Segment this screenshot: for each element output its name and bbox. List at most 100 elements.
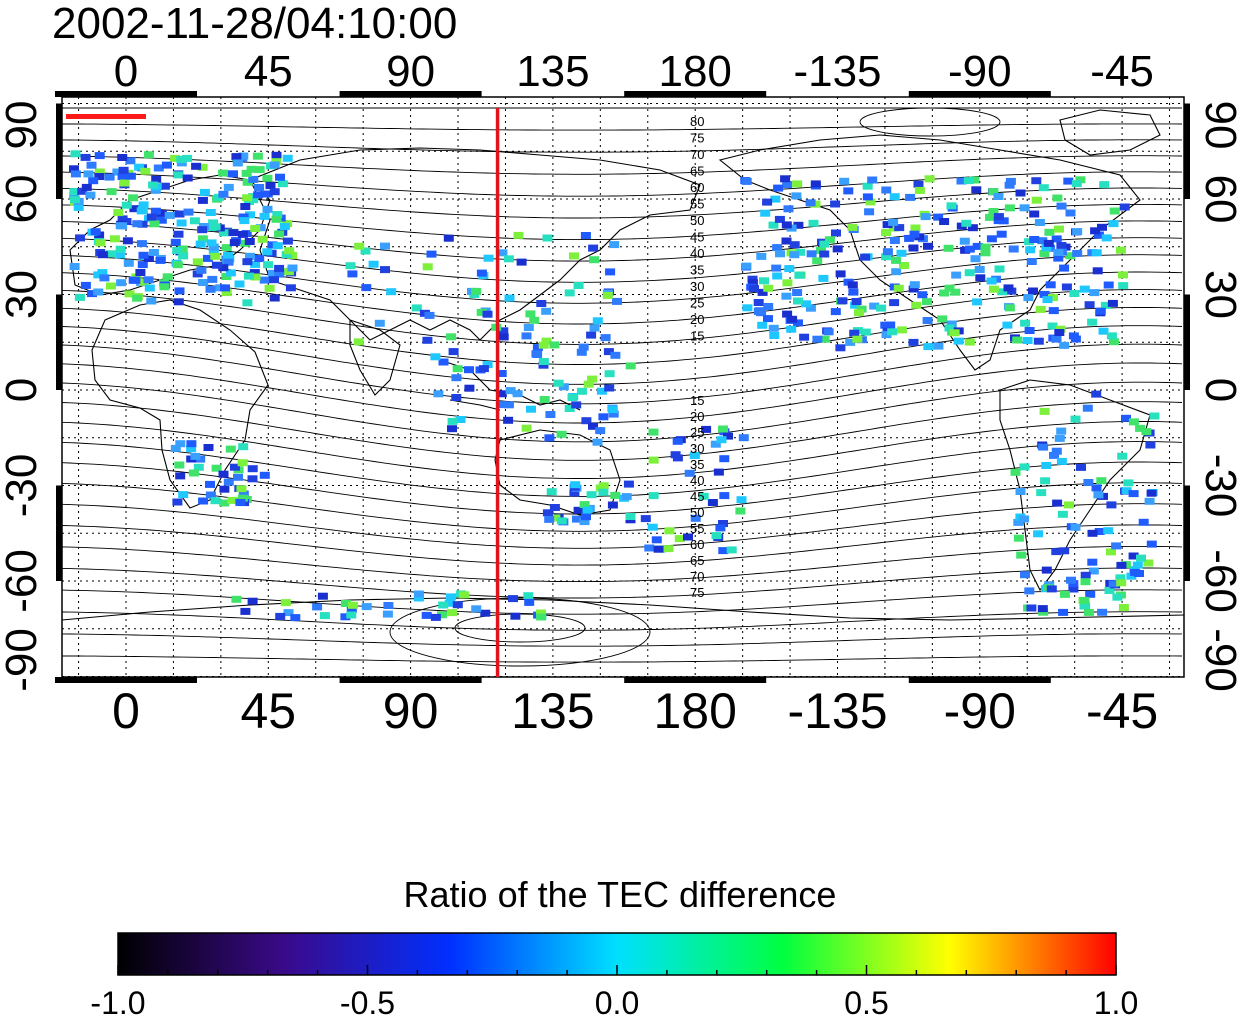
data-pixel <box>573 282 584 289</box>
data-pixel <box>1023 294 1034 302</box>
data-pixel <box>598 488 609 496</box>
data-pixel <box>170 444 181 452</box>
data-pixel <box>894 224 905 232</box>
data-pixel <box>1038 608 1049 616</box>
data-pixel <box>283 268 294 276</box>
contour-label: 45 <box>690 489 704 504</box>
data-pixel <box>246 165 257 173</box>
data-pixel <box>192 258 203 266</box>
data-pixel <box>196 266 207 274</box>
data-pixel <box>1031 196 1042 204</box>
data-pixel <box>862 193 873 201</box>
lon-tick-label-top: -135 <box>793 47 881 96</box>
data-pixel <box>683 533 693 541</box>
data-pixel <box>770 195 781 203</box>
data-pixel <box>1087 558 1098 566</box>
lat-labels-right: 90 60 30 0 -30 -60 -90 <box>1196 101 1240 692</box>
data-pixel <box>1096 477 1107 485</box>
data-pixel <box>757 321 768 329</box>
data-pixel <box>186 445 197 453</box>
data-pixel <box>672 437 683 445</box>
data-pixel <box>455 416 466 423</box>
data-pixel <box>95 239 106 247</box>
data-pixel <box>197 226 208 234</box>
data-pixel <box>199 188 210 196</box>
data-pixel <box>1037 237 1048 245</box>
data-pixel <box>1108 338 1119 346</box>
data-pixel <box>588 244 599 252</box>
contour-label: 55 <box>690 197 704 212</box>
data-pixel <box>1126 572 1137 580</box>
data-pixel <box>707 499 718 506</box>
data-pixel <box>218 169 229 177</box>
data-pixel <box>1108 580 1119 588</box>
data-pixel <box>205 480 215 488</box>
data-pixel <box>1056 427 1067 435</box>
data-pixel <box>959 237 970 245</box>
data-pixel <box>1054 225 1064 233</box>
data-pixel <box>1118 282 1129 290</box>
data-pixel <box>238 213 249 221</box>
data-pixel <box>242 194 253 202</box>
data-pixel <box>1069 290 1080 297</box>
lat-tick-label-left: -90 <box>0 628 46 692</box>
data-pixel <box>263 261 274 269</box>
data-pixel <box>277 180 288 188</box>
data-pixel <box>280 599 291 607</box>
data-pixel <box>240 203 251 210</box>
data-pixel <box>156 216 167 224</box>
data-pixel <box>1002 321 1013 329</box>
data-pixel <box>1054 329 1065 336</box>
data-pixel <box>444 599 455 607</box>
data-pixel <box>904 234 915 242</box>
data-pixel <box>117 173 128 181</box>
data-pixel <box>223 258 234 266</box>
data-pixel <box>164 211 175 219</box>
data-pixel <box>85 191 96 199</box>
data-pixel <box>538 358 549 365</box>
data-pixel <box>889 299 900 307</box>
data-pixel <box>383 602 394 609</box>
data-pixel <box>848 288 859 296</box>
colorbar-tick-label: 0.5 <box>844 985 889 1021</box>
data-pixel <box>843 187 854 195</box>
data-pixel <box>896 249 907 257</box>
data-pixel <box>571 401 582 409</box>
data-pixel <box>602 291 613 299</box>
data-pixel <box>536 613 547 621</box>
data-pixel <box>173 230 184 238</box>
data-pixel <box>589 324 600 332</box>
data-pixel <box>211 261 222 269</box>
data-pixel <box>255 224 266 232</box>
data-pixel <box>447 609 458 617</box>
data-pixel <box>447 417 458 425</box>
data-pixel <box>1065 252 1076 260</box>
data-pixel <box>247 475 258 483</box>
data-pixel <box>718 547 729 555</box>
data-pixel <box>1112 593 1123 601</box>
data-pixel <box>946 320 957 328</box>
data-pixel <box>269 161 280 169</box>
data-pixel <box>893 284 904 292</box>
data-pixel <box>607 406 618 414</box>
data-pixel <box>532 351 543 358</box>
data-pixel <box>986 277 997 285</box>
data-pixel <box>106 250 116 258</box>
data-pixel <box>1075 176 1086 184</box>
lat-tick-label-left: 90 <box>0 101 46 150</box>
data-pixel <box>238 490 249 498</box>
data-pixel <box>228 229 239 237</box>
frame-band-bottom <box>908 677 1051 683</box>
data-pixel <box>567 394 578 402</box>
data-pixel <box>228 170 238 178</box>
data-pixel <box>221 289 232 297</box>
data-pixel <box>899 262 909 269</box>
data-pixel <box>503 255 514 263</box>
data-pixel <box>581 513 591 521</box>
data-pixel <box>361 603 372 611</box>
data-pixel <box>1095 307 1106 315</box>
data-pixel <box>953 337 964 345</box>
data-pixel <box>664 527 675 535</box>
data-pixel <box>478 365 489 373</box>
data-pixel <box>447 425 457 433</box>
